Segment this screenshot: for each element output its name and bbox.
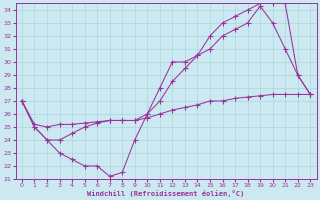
X-axis label: Windchill (Refroidissement éolien,°C): Windchill (Refroidissement éolien,°C) bbox=[87, 190, 245, 197]
